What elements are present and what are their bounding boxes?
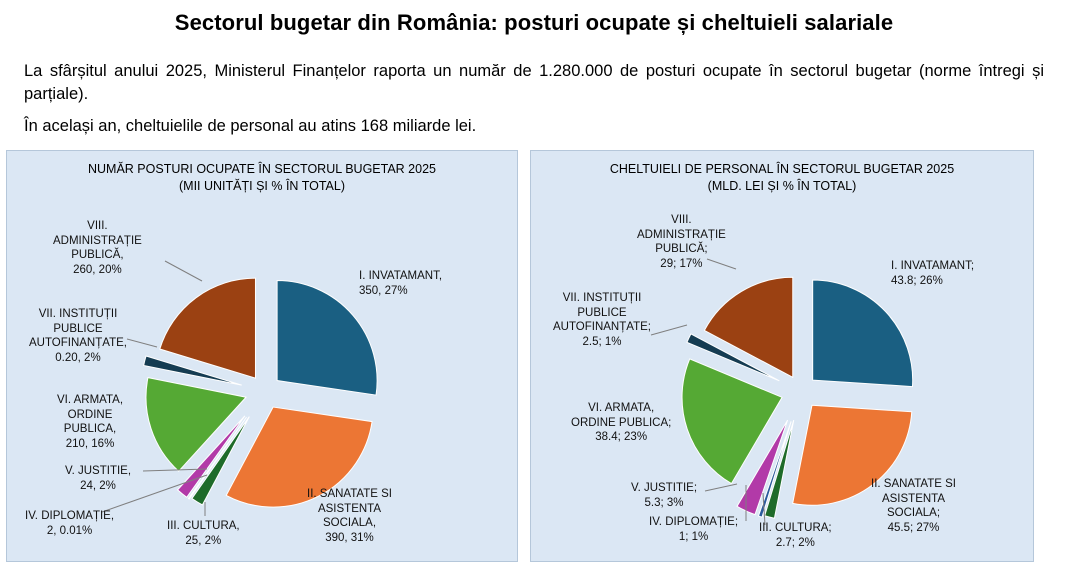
data-label-line: III. CULTURA; — [759, 522, 832, 534]
data-label-line: V. JUSTITIE; — [631, 482, 698, 494]
leader-line — [706, 258, 737, 270]
chart-subtitle-line: (MII UNITĂȚI ȘI % ÎN TOTAL) — [179, 179, 345, 193]
pie-chart-expenses — [650, 258, 914, 526]
data-label-vi: VI. ARMATA, ORDINE PUBLICA, 210, 16% — [57, 393, 123, 451]
pie-slice-viii — [703, 276, 794, 379]
data-label-line: ADMINISTRAȚIE — [53, 234, 142, 247]
data-label-line: ORDINE PUBLICA; — [571, 416, 672, 429]
data-label-line: 2, 0.01% — [46, 524, 93, 537]
data-label-line: 2.7; 2% — [775, 536, 815, 549]
leader-line — [101, 474, 208, 513]
data-label-line: 43.8; 26% — [891, 274, 943, 287]
data-label-line: ASISTENTA — [317, 502, 382, 515]
leader-line — [650, 324, 688, 336]
data-label-line: SOCIALA; — [886, 507, 941, 519]
data-label-i: I. INVATAMANT; 43.8; 26% — [891, 259, 974, 288]
data-label-i: I. INVATAMANT, 350, 27% — [359, 269, 442, 298]
data-label-line: AUTOFINANȚATE, — [29, 337, 127, 349]
data-label-line: SOCIALA, — [322, 517, 377, 529]
data-label-line: PUBLICĂ; — [655, 243, 708, 255]
pie-slice-vii — [143, 355, 242, 386]
data-label-line: VI. ARMATA, — [588, 402, 655, 414]
data-label-line: 25, 2% — [185, 534, 222, 547]
data-label-line: 5.3; 3% — [644, 496, 684, 509]
data-label-vi: VI. ARMATA, ORDINE PUBLICA; 38.4; 23% — [571, 401, 671, 445]
data-label-line: VIII. — [671, 214, 692, 226]
chart-panel-posts: NUMĂR POSTURI OCUPATE ÎN SECTORUL BUGETA… — [6, 150, 518, 562]
intro-paragraph-expenses: În același an, cheltuielile de personal … — [24, 117, 477, 135]
chart-panel-expenses: CHELTUIELI DE PERSONAL ÎN SECTORUL BUGET… — [530, 150, 1034, 562]
data-label-line: 350, 27% — [359, 284, 408, 297]
data-label-line: I. INVATAMANT, — [359, 270, 443, 282]
data-label-viii: VIII. ADMINISTRAȚIE PUBLICĂ, 260, 20% — [53, 219, 142, 277]
pie-slice-iv — [757, 421, 792, 518]
data-label-iii: III. CULTURA, 25, 2% — [167, 519, 240, 548]
pie-slice-iv — [187, 416, 247, 500]
data-label-line: 45.5; 27% — [887, 521, 940, 534]
pie-slice-vi — [145, 377, 247, 472]
pie-slice-ii — [792, 404, 913, 506]
page-title: Sectorul bugetar din România: posturi oc… — [174, 10, 894, 35]
data-label-line: V. JUSTITIE, — [65, 465, 132, 477]
pie-slice-iii — [191, 416, 250, 506]
data-label-line: PUBLICE — [577, 306, 627, 319]
pie-slice-i — [276, 280, 378, 396]
data-label-line: PUBLICĂ, — [71, 249, 124, 261]
data-label-line: 210, 16% — [65, 437, 115, 450]
data-label-iv: IV. DIPLOMAȚIE; 1; 1% — [649, 515, 738, 544]
data-label-vii: VII. INSTITUȚII PUBLICE AUTOFINANȚATE, 0.20… — [29, 307, 127, 365]
data-label-line: III. CULTURA, — [167, 520, 240, 532]
data-label-line: ASISTENTA — [881, 492, 946, 505]
data-label-vii: VII. INSTITUȚII PUBLICE AUTOFINANȚATE; 2.5;… — [553, 291, 651, 349]
data-label-line: ADMINISTRAȚIE — [637, 228, 726, 241]
data-label-line: I. INVATAMANT; — [891, 260, 975, 272]
data-label-line: 260, 20% — [73, 263, 122, 276]
pie-slice-ii — [225, 406, 373, 508]
leader-line — [164, 260, 203, 282]
chart-title-expenses: CHELTUIELI DE PERSONAL ÎN SECTORUL BUGET… — [531, 161, 1033, 195]
pie-slice-vi — [681, 358, 783, 485]
data-label-v: V. JUSTITIE, 24, 2% — [65, 464, 131, 493]
data-label-line: ORDINE — [67, 408, 113, 421]
data-label-line: VII. INSTITUȚII — [38, 308, 118, 320]
data-label-line: PUBLICA, — [63, 423, 117, 435]
chart-title-line: CHELTUIELI DE PERSONAL ÎN SECTORUL BUGET… — [609, 162, 955, 176]
data-label-line: AUTOFINANȚATE; — [553, 321, 651, 333]
data-label-line: 38.4; 23% — [595, 431, 648, 443]
data-label-line: 1; 1% — [678, 530, 709, 543]
pie-slice-i — [812, 279, 914, 388]
pie-slice-vii — [686, 333, 780, 382]
data-label-line: 29; 17% — [660, 257, 703, 270]
data-label-ii: II. SANATATE SI ASISTENTA SOCIALA; 45.5; 27… — [871, 477, 956, 535]
data-label-v: V. JUSTITIE; 5.3; 3% — [631, 481, 697, 510]
data-label-line: 2.5; 1% — [582, 335, 622, 348]
intro-paragraph-posts: La sfârșitul anului 2025, Ministerul Fin… — [24, 62, 1044, 103]
data-label-line: 0.20, 2% — [55, 351, 101, 364]
leader-line — [704, 483, 738, 492]
data-label-iii: III. CULTURA; 2.7; 2% — [759, 521, 832, 550]
leader-line — [126, 338, 158, 348]
data-label-line: 24, 2% — [80, 479, 116, 492]
pie-slice-v — [176, 415, 246, 498]
chart-title-line: NUMĂR POSTURI OCUPATE ÎN SECTORUL BUGETA… — [88, 162, 436, 176]
data-label-line: II. SANATATE SI — [871, 478, 956, 490]
data-label-viii: VIII. ADMINISTRAȚIE PUBLICĂ; 29; 17% — [637, 213, 726, 271]
data-label-line: VIII. — [87, 220, 108, 232]
data-label-line: VII. INSTITUȚII — [562, 292, 642, 304]
chart-title-posts: NUMĂR POSTURI OCUPATE ÎN SECTORUL BUGETA… — [7, 161, 517, 195]
data-label-ii: II. SANATATE SI ASISTENTA SOCIALA, 390, 31% — [307, 487, 392, 545]
data-label-line: II. SANATATE SI — [307, 488, 392, 500]
leader-line — [762, 492, 766, 526]
data-label-line: IV. DIPLOMAȚIE; — [649, 516, 739, 528]
pie-chart-posts — [101, 260, 378, 516]
chart-subtitle-line: (MLD. LEI ȘI % ÎN TOTAL) — [707, 179, 857, 193]
data-label-line: IV. DIPLOMAȚIE, — [25, 510, 115, 522]
pie-slice-viii — [159, 277, 256, 379]
data-label-line: PUBLICE — [53, 322, 103, 335]
data-label-line: 390, 31% — [325, 531, 374, 544]
data-label-line: VI. ARMATA, — [57, 394, 124, 406]
data-label-iv: IV. DIPLOMAȚIE, 2, 0.01% — [25, 509, 114, 538]
leader-line — [142, 468, 208, 472]
